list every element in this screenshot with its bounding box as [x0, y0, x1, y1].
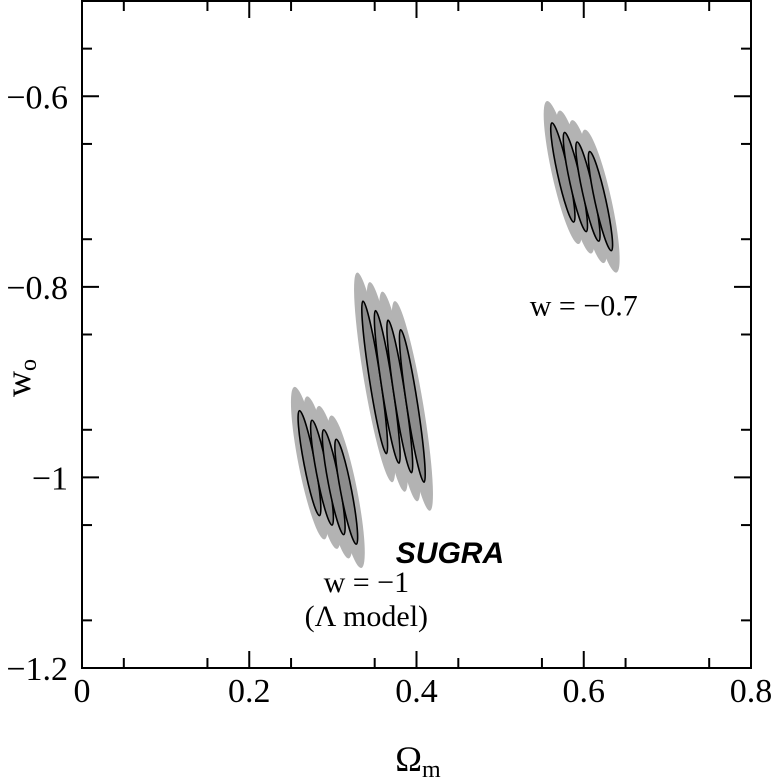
contour-group-sugra [354, 272, 433, 511]
y-tick-label: −0.6 [6, 79, 68, 116]
contour-inner-lambda-3 [334, 438, 359, 545]
y-tick-label: −1.2 [6, 651, 68, 688]
contour-layer [290, 101, 620, 568]
x-tick-label: 0.6 [563, 673, 606, 710]
annotation-lambda-0: w = −1 [324, 566, 410, 599]
y-axis-label: wo [0, 359, 42, 397]
y-tick-label: −0.8 [6, 270, 68, 307]
contour-group-lambda [290, 386, 365, 568]
x-axis-label: Ωm [395, 739, 441, 782]
x-tick-label: 0 [74, 673, 91, 710]
annotation-lambda-1: (Λ model) [305, 600, 428, 633]
annotation-layer: w = −1(Λ model) SUGRA w = −0.7 [305, 289, 638, 632]
x-tick-label: 0.4 [395, 673, 438, 710]
x-tick-label: 0.8 [730, 673, 772, 710]
annotation-w07-0: w = −0.7 [530, 289, 638, 322]
y-tick-label: −1 [32, 460, 68, 497]
annotation-sugra-0: SUGRA [396, 537, 504, 570]
tick-label-layer: 0 0.2 0.4 0.6 0.8 −1.2 −1 −0.8 −0.6 [6, 79, 772, 710]
x-tick-label: 0.2 [228, 673, 271, 710]
contour-inner-w07-3 [587, 150, 614, 252]
plot-frame [81, 0, 752, 669]
contour-group-w07 [543, 101, 620, 273]
contour-inner-sugra-3 [398, 328, 427, 483]
